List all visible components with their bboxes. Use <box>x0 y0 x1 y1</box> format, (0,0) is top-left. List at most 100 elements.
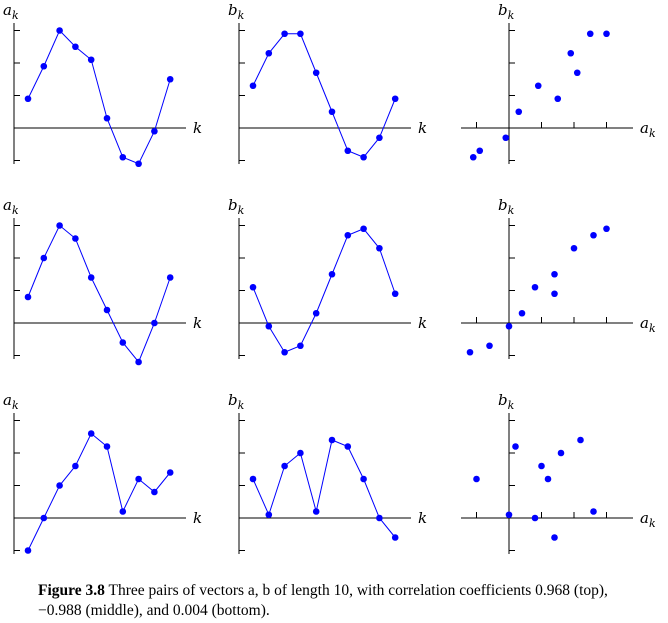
data-point <box>567 49 575 57</box>
y-axis-label-sub: k <box>238 9 245 22</box>
y-axis-label-sub: k <box>508 399 515 412</box>
data-point <box>249 82 257 90</box>
x-axis-label: k <box>418 119 427 137</box>
series-line <box>27 224 171 363</box>
data-point <box>531 514 539 522</box>
data-point <box>466 348 474 356</box>
data-point <box>586 30 594 38</box>
data-point <box>573 69 581 77</box>
x-axis-label: k <box>193 314 202 332</box>
data-point <box>312 69 320 77</box>
x-axis-label: ak <box>640 119 656 140</box>
data-point <box>344 147 352 155</box>
data-point <box>603 30 610 38</box>
data-point <box>151 488 158 496</box>
data-point <box>538 462 545 470</box>
data-point <box>376 514 383 522</box>
data-point <box>344 231 352 239</box>
data-point <box>56 27 63 34</box>
y-axis-label: ak <box>3 391 19 412</box>
x-axis-label: k <box>418 314 427 332</box>
data-point <box>135 475 142 483</box>
data-point <box>119 508 127 515</box>
data-point <box>249 475 257 483</box>
data-point <box>24 95 32 103</box>
data-point <box>119 153 127 161</box>
data-point <box>166 75 174 83</box>
x-axis-label: k <box>193 509 202 527</box>
series-line <box>252 439 396 538</box>
x-axis-label: k <box>418 509 427 527</box>
panel-middle-1: ak k <box>3 196 202 366</box>
data-point <box>551 534 558 541</box>
y-axis-label-sub: k <box>12 9 19 22</box>
series-line <box>27 29 171 165</box>
panel-middle-2: bkk <box>228 196 427 359</box>
y-axis-label-sub: k <box>508 9 515 22</box>
y-axis-label: ak <box>3 1 19 22</box>
data-point <box>469 153 477 161</box>
data-point <box>56 482 63 489</box>
y-axis-label-sub: k <box>238 204 245 217</box>
data-point <box>502 134 510 142</box>
data-point <box>297 342 304 350</box>
data-point <box>24 547 32 554</box>
data-point <box>40 254 48 262</box>
data-point <box>265 511 273 519</box>
x-axis-label: k <box>193 119 202 137</box>
data-point <box>344 443 352 450</box>
data-point <box>518 309 526 317</box>
x-axis-label: ak <box>640 509 656 530</box>
data-point <box>87 274 95 281</box>
caption-text: Three pairs of vectors a, b of length 10… <box>38 582 608 619</box>
data-point <box>577 436 584 444</box>
x-axis-label-sub: k <box>649 517 656 530</box>
series-line <box>27 432 171 551</box>
data-point <box>87 56 95 64</box>
data-point <box>476 147 484 155</box>
x-axis-label-sub: k <box>649 127 656 140</box>
panel-bottom-3: bk ak <box>461 391 656 554</box>
data-point <box>151 127 158 135</box>
panel-bottom-2: bk k <box>228 391 427 554</box>
data-point <box>72 462 79 470</box>
data-point <box>249 283 257 291</box>
data-point <box>328 270 336 278</box>
y-axis-label: bk <box>498 1 515 22</box>
series-line <box>252 228 396 353</box>
data-point <box>297 30 304 38</box>
data-point <box>135 358 142 366</box>
data-point <box>103 114 111 122</box>
data-point <box>391 95 399 103</box>
y-axis-label: bk <box>228 1 245 22</box>
y-axis-label: bk <box>228 196 245 217</box>
panel-middle-3: bk ak <box>461 196 656 359</box>
series-line <box>252 33 396 158</box>
data-point <box>312 309 320 317</box>
data-point <box>281 348 288 356</box>
data-point <box>360 153 367 161</box>
data-point <box>72 43 79 51</box>
data-point <box>24 293 32 301</box>
data-point <box>391 290 399 298</box>
data-point <box>391 534 399 541</box>
y-axis-label: bk <box>498 391 515 412</box>
data-point <box>515 108 523 116</box>
data-point <box>312 508 320 515</box>
data-point <box>328 436 336 444</box>
y-axis-label: ak <box>3 196 19 217</box>
data-point <box>103 306 111 314</box>
data-point <box>512 443 519 450</box>
data-point <box>554 95 562 103</box>
data-point <box>328 108 336 116</box>
data-point <box>166 274 174 281</box>
data-point <box>570 244 578 252</box>
y-axis-label-sub: k <box>508 204 515 217</box>
y-axis-label: bk <box>228 391 245 412</box>
data-point <box>265 322 273 330</box>
data-point <box>486 342 493 350</box>
data-point <box>103 443 111 450</box>
data-point <box>376 134 383 142</box>
data-point <box>265 49 273 57</box>
data-point <box>376 244 383 252</box>
